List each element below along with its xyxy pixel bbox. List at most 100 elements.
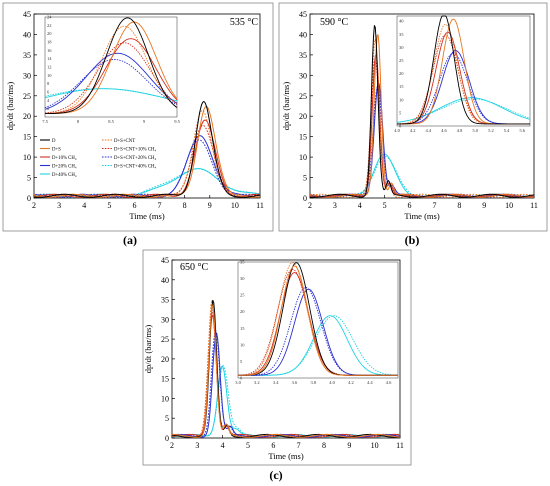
inset-series-line (397, 97, 531, 123)
x-tick-label: 7 (158, 201, 162, 210)
inset-x-tick-label: 9 (143, 119, 146, 124)
inset-x-tick-label: 5.4 (504, 128, 510, 133)
x-tick-label: 11 (530, 201, 538, 210)
y-tick-label: 15 (161, 375, 169, 384)
x-axis-label: Time (ms) (404, 211, 440, 221)
y-tick-label: 30 (299, 71, 307, 80)
inset-x-tick-label: 5.6 (519, 128, 525, 133)
inset-y-tick-label: 20 (399, 71, 404, 76)
y-axis-label: dp/dt (bar/ms) (281, 82, 291, 131)
inset-frame (237, 261, 399, 379)
inset-y-tick-label: 6 (47, 90, 50, 95)
x-tick-label: 3 (57, 201, 61, 210)
y-tick-label: 0 (165, 434, 169, 443)
inset-y-tick-label: 30 (240, 276, 245, 281)
legend-label: D+10% CH₄ (52, 156, 77, 161)
y-tick-label: 5 (27, 174, 31, 183)
x-tick-label: 4 (82, 201, 86, 210)
inset-y-tick-label: 18 (47, 40, 52, 45)
series-line (309, 39, 535, 198)
caption-a: (a) (123, 233, 137, 247)
inset-y-tick-label: 35 (399, 32, 404, 37)
x-tick-label: 5 (107, 201, 111, 210)
y-tick-label: 15 (299, 133, 307, 142)
inset-series-line (45, 25, 178, 114)
x-axis-label: Time (ms) (129, 211, 165, 221)
inset-y-tick-label: 40 (399, 19, 404, 24)
x-tick-label: 6 (271, 441, 275, 450)
y-axis-label: dp/dt (bar/ms) (5, 82, 15, 131)
y-tick-label: 10 (299, 153, 307, 162)
series-line (172, 303, 400, 438)
x-tick-label: 9 (208, 201, 212, 210)
legend-label: D+S+CNT+10% CH₄ (114, 148, 156, 153)
inset-y-tick-label: 4 (47, 98, 50, 103)
y-tick-label: 40 (161, 276, 169, 285)
inset-x-tick-label: 5.2 (488, 128, 494, 133)
inset-x-tick-label: 4.4 (425, 128, 431, 133)
inset-x-tick-label: 4.4 (367, 380, 373, 385)
inset-x-tick-label: 3.0 (235, 380, 241, 385)
caption-c: (c) (269, 468, 282, 482)
y-tick-label: 45 (161, 256, 169, 265)
inset-y-tick-label: 24 (47, 15, 52, 20)
inset-x-tick-label: 3.8 (310, 380, 316, 385)
inset-x-tick-label: 7.5 (42, 119, 48, 124)
plot-area (171, 259, 401, 439)
inset-x-tick-label: 4.0 (394, 128, 400, 133)
chart-title: 590 °C (320, 17, 348, 28)
inset-x-tick-label: 4.6 (386, 380, 392, 385)
x-tick-label: 10 (371, 441, 379, 450)
inset-y-tick-label: 0 (240, 376, 243, 381)
y-tick-label: 35 (161, 296, 169, 305)
legend-label: D+S+CNT+40% CH₄ (114, 165, 156, 170)
x-tick-label: 7 (432, 201, 436, 210)
legend: D D+S D+10% CH₄ D+20% CH₄ D+40% CH₄ D+S+CNT D+… (40, 139, 156, 178)
x-tick-label: 11 (396, 441, 404, 450)
legend-label: D+20% CH₄ (52, 165, 77, 170)
inset-x-tick-label: 9.5 (174, 119, 180, 124)
inset: 3.0 3.2 3.4 3.6 3.8 4.0 4.2 4.4 4.6 0 5 10 15 20 25 30 3… (235, 260, 399, 385)
x-tick-label: 2 (32, 201, 36, 210)
inset-y-tick-label: 5 (240, 359, 243, 364)
inset-y-tick-label: 14 (47, 56, 52, 61)
y-tick-label: 40 (23, 30, 31, 39)
y-tick-label: 35 (299, 51, 307, 60)
inset-y-tick-label: 20 (240, 309, 245, 314)
inset-y-tick-label: 15 (240, 326, 245, 331)
inset-series-line (45, 21, 178, 115)
inset-y-tick-label: 10 (240, 342, 245, 347)
series-line (33, 139, 261, 198)
inset-x-tick-label: 5.0 (472, 128, 478, 133)
series-line (309, 25, 535, 198)
x-axis-label: Time (ms) (268, 451, 304, 461)
series-line (33, 101, 261, 198)
legend-label: D+S+CNT (114, 139, 135, 144)
y-tick-label: 25 (161, 335, 169, 344)
x-tick-label: 10 (231, 201, 239, 210)
plot-area (309, 13, 535, 199)
inset-x-tick-label: 4.8 (457, 128, 463, 133)
x-tick-label: 8 (183, 201, 187, 210)
x-tick-label: 9 (482, 201, 486, 210)
y-tick-label: 20 (23, 112, 31, 121)
legend-label: D+40% CH₄ (52, 173, 77, 178)
inset-series-line (44, 88, 178, 102)
inset-x-tick-label: 8 (77, 119, 80, 124)
inset-series-line (238, 265, 398, 376)
inset-y-tick-label: 35 (240, 260, 245, 265)
inset-x-tick-label: 3.2 (254, 380, 260, 385)
inset-y-tick-label: 20 (47, 31, 52, 36)
inset-y-tick-label: 10 (47, 73, 52, 78)
y-tick-label: 5 (303, 174, 307, 183)
y-tick-label: 30 (23, 71, 31, 80)
x-tick-label: 3 (333, 201, 337, 210)
x-tick-label: 8 (457, 201, 461, 210)
y-tick-label: 20 (299, 112, 307, 121)
inset-series-line (44, 52, 178, 110)
chart-title: 535 °C (230, 17, 258, 28)
